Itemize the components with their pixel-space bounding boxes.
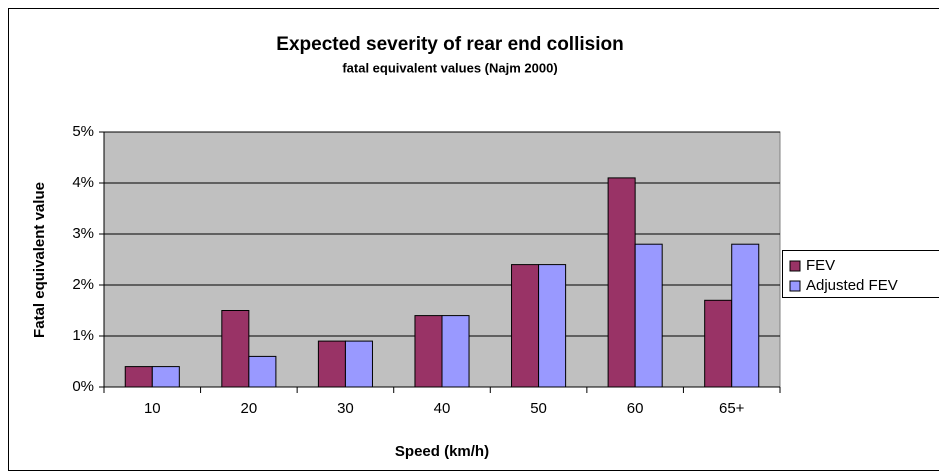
x-tick-label: 50 — [530, 400, 547, 417]
x-tick-label: 40 — [434, 400, 451, 417]
y-tick-label: 2% — [72, 276, 94, 293]
x-tick-label: 60 — [627, 400, 644, 417]
bar — [538, 264, 567, 388]
x-tick-label: 65+ — [719, 400, 745, 417]
y-tick-label: 4% — [72, 174, 94, 191]
chart-subtitle: fatal equivalent values (Najm 2000) — [342, 60, 557, 75]
bar — [221, 310, 250, 388]
bar — [317, 340, 346, 388]
bar — [414, 315, 443, 388]
bar — [511, 264, 540, 388]
legend-label: Adjusted FEV — [806, 277, 898, 294]
bar — [607, 177, 636, 388]
legend — [782, 250, 939, 298]
x-axis-label: Speed (km/h) — [395, 443, 489, 460]
y-tick-label: 3% — [72, 225, 94, 242]
bar — [704, 299, 733, 388]
y-axis-label: Fatal equivalent value — [31, 182, 48, 338]
legend-swatch — [789, 260, 801, 272]
x-tick-label: 30 — [337, 400, 354, 417]
bar — [151, 366, 180, 388]
chart-title: Expected severity of rear end collision — [276, 34, 623, 55]
bar — [441, 315, 470, 388]
x-tick-label: 20 — [241, 400, 258, 417]
y-tick-label: 0% — [72, 378, 94, 395]
bar — [248, 355, 277, 388]
bar — [344, 340, 373, 388]
x-tick-label: 10 — [144, 400, 161, 417]
bar — [634, 243, 663, 388]
y-tick-label: 5% — [72, 123, 94, 140]
y-tick-label: 1% — [72, 327, 94, 344]
legend-swatch — [789, 280, 801, 292]
legend-label: FEV — [806, 257, 835, 274]
bar — [731, 243, 760, 388]
bar — [124, 366, 153, 388]
